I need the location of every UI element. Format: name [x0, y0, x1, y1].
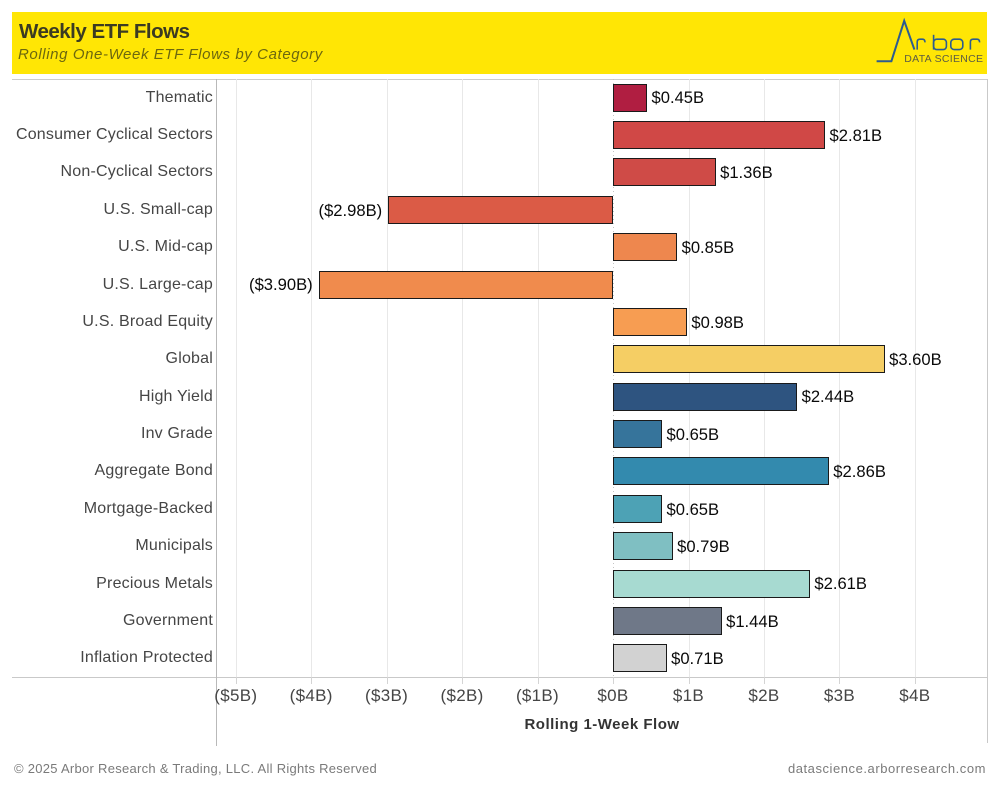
- svg-text:DATA SCIENCE: DATA SCIENCE: [904, 53, 983, 65]
